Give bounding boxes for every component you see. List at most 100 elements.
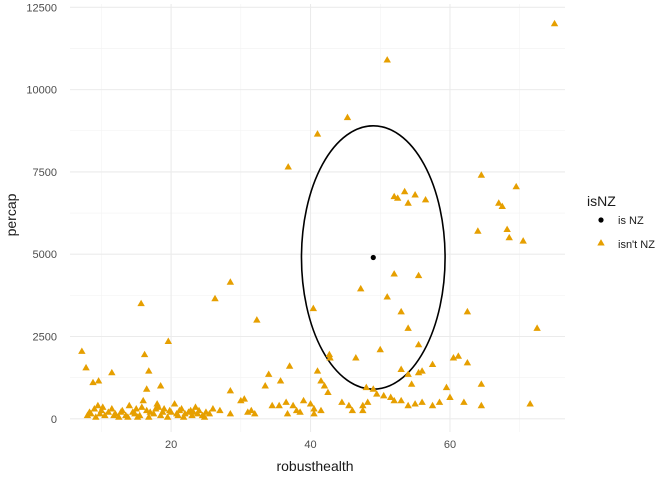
point-isnt-nz <box>94 401 102 409</box>
point-isnt-nz <box>503 225 511 233</box>
point-isnt-nz <box>138 403 146 410</box>
point-isnt-nz <box>145 413 153 420</box>
point-isnt-nz <box>373 390 381 397</box>
point-isnt-nz <box>282 398 290 405</box>
point-isnt-nz <box>216 406 224 414</box>
point-isnt-nz <box>211 294 219 302</box>
point-isnt-nz <box>325 350 334 358</box>
point-isnt-nz <box>299 396 308 404</box>
y-axis-title: percap <box>3 193 19 236</box>
point-isnt-nz <box>380 391 388 399</box>
point-isnt-nz <box>442 383 451 391</box>
point-isnt-nz <box>411 400 419 407</box>
legend-label-is-nz: is NZ <box>618 215 644 227</box>
point-isnt-nz <box>390 396 398 404</box>
point-isnt-nz <box>383 56 391 63</box>
point-isnt-nz <box>550 19 559 27</box>
point-isnt-nz <box>163 413 172 420</box>
x-tick-label: 60 <box>444 439 456 451</box>
point-isnt-nz <box>474 227 482 234</box>
point-isnt-nz <box>320 382 329 389</box>
point-isnt-nz <box>306 400 315 407</box>
point-isnt-nz <box>253 316 261 323</box>
x-tick-label: 40 <box>304 439 316 451</box>
y-tick-label: 12500 <box>26 2 57 14</box>
point-isnt-nz <box>345 401 353 409</box>
point-isnt-nz <box>133 413 142 420</box>
point-isnt-nz <box>460 398 468 405</box>
point-isnt-nz <box>156 382 165 389</box>
point-isnt-nz <box>156 411 165 419</box>
point-isnt-nz <box>108 405 116 412</box>
point-isnt-nz <box>96 409 104 417</box>
point-isnt-nz <box>92 413 100 420</box>
point-isnt-nz <box>159 408 167 415</box>
point-isnt-nz <box>404 401 412 409</box>
point-isnt-nz <box>89 378 97 386</box>
legend: isNZ is NZ isn't NZ <box>587 193 655 251</box>
point-isnt-nz <box>110 411 118 419</box>
point-isnt-nz <box>165 406 174 414</box>
point-isnt-nz <box>175 406 184 414</box>
point-isnt-nz <box>209 405 217 412</box>
point-isnt-nz <box>99 403 107 410</box>
point-isnt-nz <box>359 406 367 414</box>
point-isnt-nz <box>131 409 139 417</box>
point-isnt-nz <box>125 401 133 409</box>
point-isnt-nz <box>90 405 99 412</box>
point-isnt-nz <box>421 195 430 203</box>
point-isnt-nz <box>170 400 179 407</box>
point-isnt-nz <box>261 382 269 389</box>
x-axis-title: robusthealth <box>276 458 353 474</box>
point-isnt-nz <box>202 408 210 415</box>
point-isnt-nz <box>414 340 423 348</box>
point-isnt-nz <box>363 398 372 405</box>
point-isnt-nz <box>324 388 332 396</box>
point-isnt-nz <box>179 413 188 420</box>
point-isnt-nz <box>498 202 506 210</box>
y-tick-label: 10000 <box>26 85 57 97</box>
point-isnt-nz <box>343 113 352 121</box>
point-isnt-nz <box>477 380 486 387</box>
point-isnt-nz <box>85 408 94 415</box>
point-isnt-nz <box>463 358 472 366</box>
point-isnt-nz <box>247 406 255 414</box>
point-isnt-nz <box>140 350 149 358</box>
point-isnt-nz <box>359 401 367 409</box>
point-isnt-nz <box>237 396 245 404</box>
point-isnt-nz <box>418 398 426 405</box>
point-isnt-nz <box>117 408 125 415</box>
point-isnt-nz <box>264 370 273 377</box>
point-isnt-nz <box>369 385 377 392</box>
point-isnt-nz <box>414 368 423 376</box>
point-isnt-nz <box>414 271 423 279</box>
point-isnt-nz <box>397 365 405 372</box>
y-tick-label: 2500 <box>33 332 57 344</box>
point-isnt-nz <box>428 360 437 368</box>
y-tick-label: 5000 <box>33 249 57 261</box>
point-isnt-nz <box>139 396 147 404</box>
point-isnt-nz <box>82 363 90 371</box>
y-tick-labels: 0 2500 5000 7500 10000 12500 <box>26 2 57 426</box>
point-isnt-nz <box>383 293 391 300</box>
point-isnt-nz <box>533 324 541 331</box>
point-isnt-nz <box>477 401 486 409</box>
point-isnt-nz <box>463 307 472 315</box>
point-isnt-nz <box>310 405 318 412</box>
point-isnt-nz <box>404 370 412 377</box>
point-isnt-nz <box>83 411 92 419</box>
point-isnt-nz <box>313 367 322 374</box>
point-isnt-nz <box>149 409 158 417</box>
point-isnt-nz <box>191 403 200 410</box>
point-isnt-nz <box>357 284 365 292</box>
point-is-nz <box>370 254 376 261</box>
legend-keys <box>597 217 605 246</box>
point-isnt-nz <box>115 413 123 420</box>
point-isnt-nz <box>404 324 412 331</box>
point-isnt-nz <box>512 182 520 190</box>
point-isnt-nz <box>326 354 334 361</box>
point-isnt-nz <box>428 401 437 409</box>
legend-key-is-nz <box>598 217 604 223</box>
point-isnt-nz <box>164 337 173 344</box>
point-isnt-nz <box>317 377 325 384</box>
